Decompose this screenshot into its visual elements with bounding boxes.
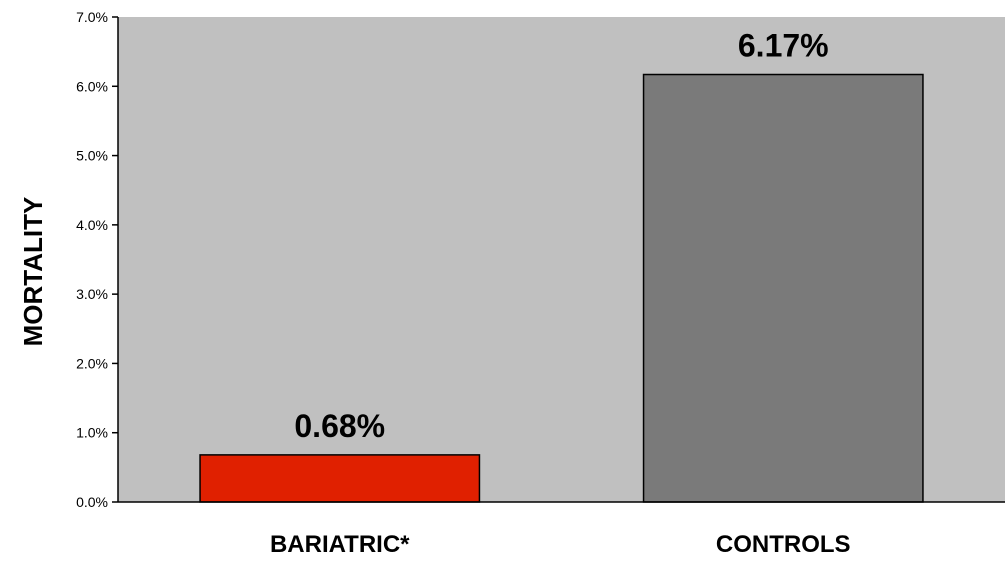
- category-labels-group: BARIATRIC* CONTROLS: [270, 531, 851, 558]
- y-tick-label: 5.0%: [76, 148, 108, 164]
- data-label: 6.17%: [738, 28, 829, 64]
- bar-bariatric: [199, 454, 481, 503]
- bar-controls: [642, 73, 924, 503]
- y-tick-label: 1.0%: [76, 425, 108, 441]
- y-axis-title: MORTALITY: [18, 197, 48, 347]
- bars-group: [199, 73, 924, 503]
- category-label: BARIATRIC*: [270, 531, 410, 558]
- y-tick-label: 4.0%: [76, 217, 108, 233]
- y-tick-label: 2.0%: [76, 355, 108, 371]
- y-tick-label: 7.0%: [76, 9, 108, 25]
- data-labels-group: 0.68% 6.17%: [294, 28, 828, 444]
- y-tick-label: 6.0%: [76, 78, 108, 94]
- category-label: CONTROLS: [716, 531, 851, 558]
- y-tick-label: 3.0%: [76, 286, 108, 302]
- y-tick-label: 0.0%: [76, 494, 108, 510]
- y-ticks-group: 0.0% 1.0% 2.0% 3.0% 4.0% 5.0% 6.0% 7.0%: [76, 9, 118, 510]
- data-label: 0.68%: [294, 408, 385, 444]
